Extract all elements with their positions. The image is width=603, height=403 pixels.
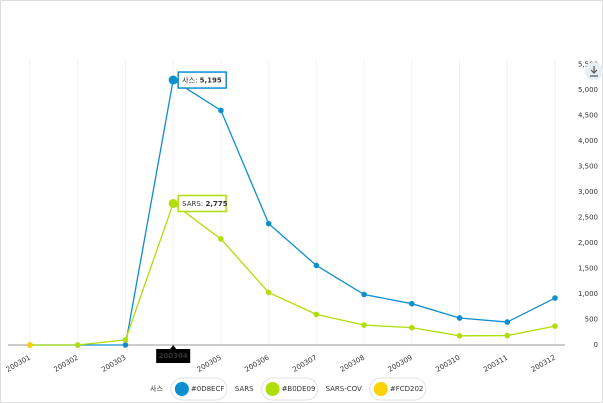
point xyxy=(361,291,367,298)
tooltip-text: SARS: 2,775 xyxy=(182,200,228,208)
point xyxy=(552,295,558,301)
y-tick-label: 0 xyxy=(594,341,598,349)
legend-color-code: #FCD202 xyxy=(390,385,424,393)
y-tick-label: 3,000 xyxy=(578,188,598,196)
point xyxy=(409,324,415,331)
y-tick-label: 1,500 xyxy=(578,265,598,273)
y-tick-label: 2,500 xyxy=(578,214,598,222)
series-line xyxy=(30,78,556,346)
tooltip: 사스: 5,195 xyxy=(177,71,227,89)
y-tick-label: 4,000 xyxy=(578,137,598,145)
cursor-label: 200304 xyxy=(159,352,188,360)
y-tick-label: 1,000 xyxy=(578,290,598,298)
tooltip-value: 2,775 xyxy=(205,200,227,208)
tooltip-value: 5,195 xyxy=(200,77,222,85)
point xyxy=(218,107,224,114)
tooltip: SARS: 2,775 xyxy=(177,194,228,213)
point xyxy=(361,322,367,328)
tooltip-box xyxy=(177,194,227,213)
download-icon[interactable] xyxy=(590,66,598,77)
point xyxy=(74,342,81,348)
tooltip-series: 사스 xyxy=(182,76,195,85)
tooltip-text: 사스: 5,195 xyxy=(182,76,222,85)
legend-color-code: #B0DE09 xyxy=(282,385,316,393)
point xyxy=(313,311,320,318)
point xyxy=(265,220,272,227)
point xyxy=(456,333,463,339)
point xyxy=(168,198,178,208)
point xyxy=(218,236,224,242)
point xyxy=(122,342,129,348)
point xyxy=(265,289,272,296)
legend-label: SARS-COV xyxy=(326,385,362,393)
point xyxy=(504,319,511,325)
point xyxy=(27,342,33,348)
series-line xyxy=(30,202,556,346)
cursor-pointer xyxy=(170,345,177,349)
y-tick-label: 3,500 xyxy=(578,163,598,171)
point xyxy=(168,75,178,85)
download-button[interactable] xyxy=(585,62,603,80)
point xyxy=(313,262,320,269)
legend-swatch[interactable] xyxy=(174,382,189,396)
y-tick-label: 2,000 xyxy=(578,239,598,247)
tooltip-series: SARS xyxy=(182,200,201,208)
legend-label: 사스 xyxy=(150,384,163,393)
cursor-box xyxy=(156,349,191,363)
y-tick-label: 4,500 xyxy=(578,112,598,120)
y-tick-label: 500 xyxy=(585,316,598,324)
legend-label: SARS xyxy=(235,385,254,393)
legend-swatch[interactable] xyxy=(373,382,388,396)
point xyxy=(504,332,511,339)
point xyxy=(122,337,129,343)
tooltip-box xyxy=(177,71,227,89)
tooltip-sep: : xyxy=(195,77,200,85)
legend-swatch[interactable] xyxy=(265,382,280,396)
y-tick-label: 5,000 xyxy=(578,86,598,94)
point xyxy=(409,300,415,307)
legend-color-code: #0D8ECF xyxy=(191,385,225,393)
tooltip-sep: : xyxy=(201,200,206,208)
point xyxy=(552,323,558,329)
point xyxy=(456,315,463,321)
